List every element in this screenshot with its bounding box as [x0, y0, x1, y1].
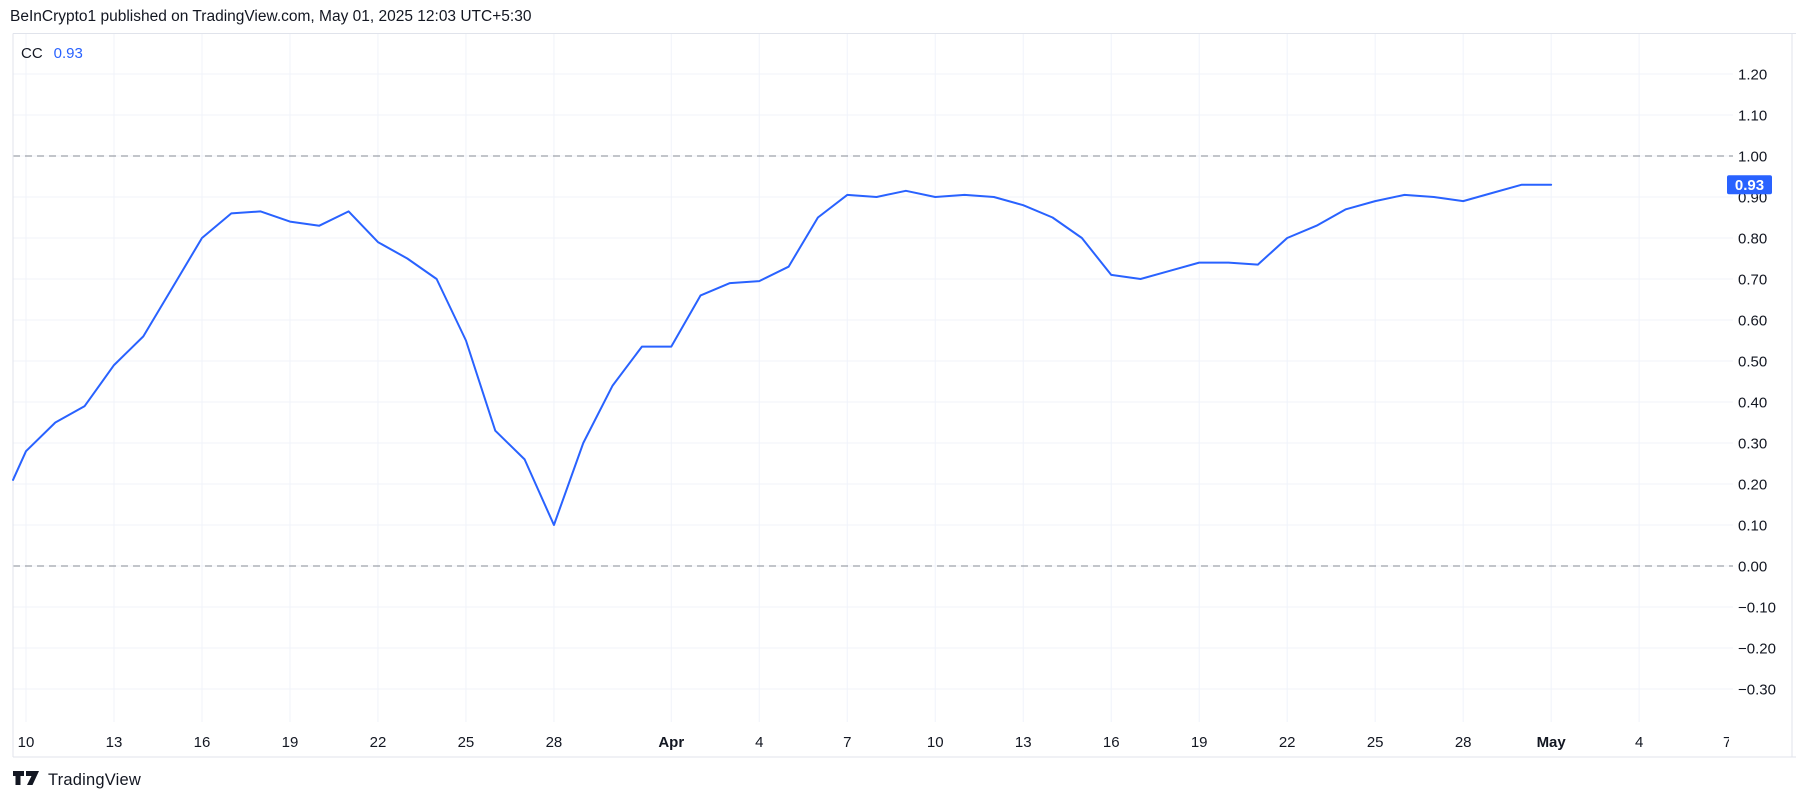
- y-axis-label: 0.40: [1738, 395, 1767, 412]
- price-badge: [1727, 175, 1772, 195]
- y-axis-label: −0.20: [1738, 641, 1776, 658]
- y-axis-label: 0.10: [1738, 518, 1767, 535]
- y-axis-label: 0.80: [1738, 231, 1767, 248]
- x-axis-label: 7: [843, 734, 851, 751]
- x-axis-label: 13: [1015, 734, 1032, 751]
- y-axis-label: 0.50: [1738, 354, 1767, 371]
- x-axis-label: 19: [1191, 734, 1208, 751]
- y-axis-label: 0.00: [1738, 559, 1767, 576]
- x-axis-label: 16: [1103, 734, 1120, 751]
- x-axis-label: 19: [282, 734, 299, 751]
- x-axis-label: 28: [1455, 734, 1472, 751]
- y-axis-label: −0.10: [1738, 600, 1776, 617]
- x-axis-label: 25: [458, 734, 475, 751]
- y-axis-label: 0.20: [1738, 477, 1767, 494]
- y-axis-label: 0.70: [1738, 272, 1767, 289]
- tradingview-logo-icon[interactable]: [13, 770, 40, 791]
- x-axis-label: 4: [1635, 734, 1643, 751]
- x-axis-label: 10: [18, 734, 35, 751]
- indicator-value: 0.93: [53, 45, 83, 62]
- indicator-name: CC: [21, 45, 43, 62]
- x-axis-label: 22: [370, 734, 387, 751]
- y-axis-label: −0.30: [1738, 682, 1776, 699]
- x-axis-label: 16: [194, 734, 211, 751]
- y-axis-label: 1.10: [1738, 108, 1767, 125]
- x-axis-label: May: [1537, 734, 1567, 751]
- y-axis-label: 1.00: [1738, 149, 1767, 166]
- x-axis-label: 28: [546, 734, 563, 751]
- y-axis-label: 0.30: [1738, 436, 1767, 453]
- x-axis-labels: 10 13 16 19 22 25 28 Apr 4 7 10 13 16 19 22 25 28 May 4 7: [18, 734, 1731, 751]
- y-axis-label: 1.20: [1738, 67, 1767, 84]
- x-axis-label: 22: [1279, 734, 1296, 751]
- x-axis-label: 25: [1367, 734, 1384, 751]
- indicator-legend: CC 0.93: [21, 45, 83, 62]
- x-axis-label: Apr: [658, 734, 684, 751]
- x-axis-label: 7: [1723, 734, 1731, 751]
- cc-line: [12, 183, 1553, 526]
- snapshot-attribution: BeInCrypto1 published on TradingView.com…: [10, 8, 532, 25]
- y-axis-label: 0.60: [1738, 313, 1767, 330]
- footer: TradingView: [13, 770, 141, 791]
- x-axis-label: 13: [106, 734, 123, 751]
- tradingview-brand-text[interactable]: TradingView: [48, 771, 141, 789]
- x-axis-label: 10: [927, 734, 944, 751]
- price-badge-value: 0.93: [1735, 177, 1764, 194]
- x-axis-label: 4: [755, 734, 763, 751]
